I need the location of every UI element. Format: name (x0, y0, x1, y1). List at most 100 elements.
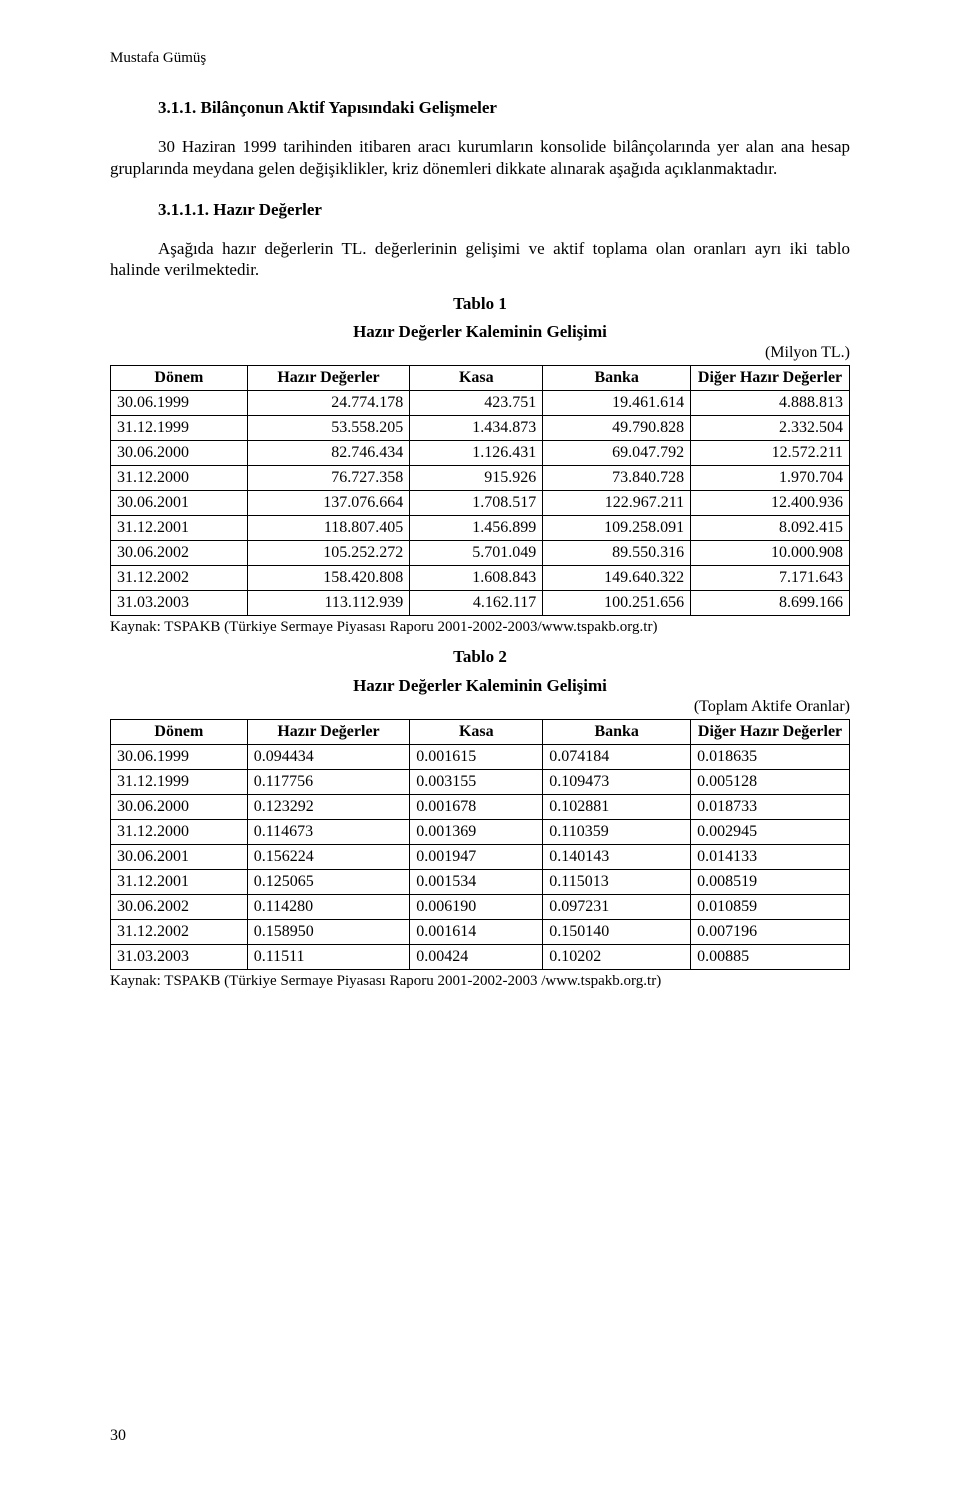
cell: 0.001534 (410, 869, 543, 894)
table1-unit: (Milyon TL.) (110, 343, 850, 363)
cell: 0.150140 (543, 919, 691, 944)
cell: 73.840.728 (543, 465, 691, 490)
cell: 31.12.2002 (111, 565, 248, 590)
cell: 0.005128 (691, 769, 850, 794)
cell: 31.12.2002 (111, 919, 248, 944)
table-row: 30.06.20020.1142800.0061900.0972310.0108… (111, 894, 850, 919)
cell: 0.114280 (247, 894, 410, 919)
table-row: 30.06.2002105.252.2725.701.04989.550.316… (111, 540, 850, 565)
cell: 0.156224 (247, 844, 410, 869)
table1-col-diger: Diğer Hazır Değerler (691, 365, 850, 390)
cell: 0.10202 (543, 944, 691, 969)
cell: 118.807.405 (247, 515, 410, 540)
cell: 89.550.316 (543, 540, 691, 565)
table-row: 31.12.20000.1146730.0013690.1103590.0029… (111, 819, 850, 844)
cell: 1.456.899 (410, 515, 543, 540)
cell: 149.640.322 (543, 565, 691, 590)
cell: 0.114673 (247, 819, 410, 844)
cell: 0.00424 (410, 944, 543, 969)
cell: 31.03.2003 (111, 590, 248, 615)
cell: 7.171.643 (691, 565, 850, 590)
cell: 915.926 (410, 465, 543, 490)
cell: 31.03.2003 (111, 944, 248, 969)
cell: 0.006190 (410, 894, 543, 919)
table-row: 31.12.20020.1589500.0016140.1501400.0071… (111, 919, 850, 944)
table2-col-banka: Banka (543, 719, 691, 744)
cell: 0.008519 (691, 869, 850, 894)
cell: 0.097231 (543, 894, 691, 919)
table1-col-kasa: Kasa (410, 365, 543, 390)
cell: 0.00885 (691, 944, 850, 969)
cell: 8.092.415 (691, 515, 850, 540)
table-row: 30.06.19990.0944340.0016150.0741840.0186… (111, 744, 850, 769)
table-header-row: Dönem Hazır Değerler Kasa Banka Diğer Ha… (111, 719, 850, 744)
table1-col-banka: Banka (543, 365, 691, 390)
cell: 0.115013 (543, 869, 691, 894)
table-header-row: Dönem Hazır Değerler Kasa Banka Diğer Ha… (111, 365, 850, 390)
table2-unit: (Toplam Aktife Oranlar) (110, 697, 850, 717)
table1-source: Kaynak: TSPAKB (Türkiye Sermaye Piyasası… (110, 618, 850, 637)
cell: 8.699.166 (691, 590, 850, 615)
cell: 109.258.091 (543, 515, 691, 540)
cell: 30.06.2000 (111, 440, 248, 465)
cell: 5.701.049 (410, 540, 543, 565)
table-row: 31.12.200076.727.358915.92673.840.7281.9… (111, 465, 850, 490)
cell: 0.074184 (543, 744, 691, 769)
cell: 0.11511 (247, 944, 410, 969)
cell: 1.708.517 (410, 490, 543, 515)
cell: 12.400.936 (691, 490, 850, 515)
body-text: 3.1.1. Bilânçonun Aktif Yapısındaki Geli… (110, 97, 850, 990)
cell: 0.002945 (691, 819, 850, 844)
cell: 0.001678 (410, 794, 543, 819)
cell: 100.251.656 (543, 590, 691, 615)
table-row: 31.03.20030.115110.004240.102020.00885 (111, 944, 850, 969)
cell: 137.076.664 (247, 490, 410, 515)
cell: 30.06.2002 (111, 540, 248, 565)
cell: 113.112.939 (247, 590, 410, 615)
cell: 19.461.614 (543, 390, 691, 415)
cell: 1.126.431 (410, 440, 543, 465)
cell: 0.102881 (543, 794, 691, 819)
table1: Dönem Hazır Değerler Kasa Banka Diğer Ha… (110, 365, 850, 616)
table2-col-diger: Diğer Hazır Değerler (691, 719, 850, 744)
table1-title-line1: Tablo 1 (110, 293, 850, 315)
cell: 0.001615 (410, 744, 543, 769)
table-row: 31.12.199953.558.2051.434.87349.790.8282… (111, 415, 850, 440)
cell: 24.774.178 (247, 390, 410, 415)
cell: 4.888.813 (691, 390, 850, 415)
table2-source: Kaynak: TSPAKB (Türkiye Sermaye Piyasası… (110, 972, 850, 991)
cell: 30.06.2000 (111, 794, 248, 819)
table-row: 30.06.20010.1562240.0019470.1401430.0141… (111, 844, 850, 869)
table-row: 31.12.2002158.420.8081.608.843149.640.32… (111, 565, 850, 590)
table-row: 31.03.2003113.112.9394.162.117100.251.65… (111, 590, 850, 615)
table-row: 30.06.20000.1232920.0016780.1028810.0187… (111, 794, 850, 819)
cell: 76.727.358 (247, 465, 410, 490)
cell: 53.558.205 (247, 415, 410, 440)
cell: 0.117756 (247, 769, 410, 794)
page: Mustafa Gümüş 3.1.1. Bilânçonun Aktif Ya… (0, 0, 960, 1485)
cell: 0.001947 (410, 844, 543, 869)
cell: 2.332.504 (691, 415, 850, 440)
cell: 31.12.2000 (111, 819, 248, 844)
cell: 30.06.2001 (111, 490, 248, 515)
table-row: 30.06.200082.746.4341.126.43169.047.7921… (111, 440, 850, 465)
cell: 30.06.1999 (111, 744, 248, 769)
table2-title-line1: Tablo 2 (110, 646, 850, 668)
cell: 31.12.2001 (111, 515, 248, 540)
table-row: 30.06.2001137.076.6641.708.517122.967.21… (111, 490, 850, 515)
cell: 49.790.828 (543, 415, 691, 440)
cell: 0.125065 (247, 869, 410, 894)
cell: 31.12.2000 (111, 465, 248, 490)
cell: 0.014133 (691, 844, 850, 869)
cell: 0.003155 (410, 769, 543, 794)
cell: 158.420.808 (247, 565, 410, 590)
running-head: Mustafa Gümüş (110, 50, 850, 67)
cell: 0.018733 (691, 794, 850, 819)
section-heading-2: 3.1.1.1. Hazır Değerler (158, 199, 850, 220)
cell: 82.746.434 (247, 440, 410, 465)
cell: 0.110359 (543, 819, 691, 844)
section-2-paragraph: Aşağıda hazır değerlerin TL. değerlerini… (110, 238, 850, 281)
table2-col-hazir: Hazır Değerler (247, 719, 410, 744)
cell: 0.109473 (543, 769, 691, 794)
cell: 10.000.908 (691, 540, 850, 565)
